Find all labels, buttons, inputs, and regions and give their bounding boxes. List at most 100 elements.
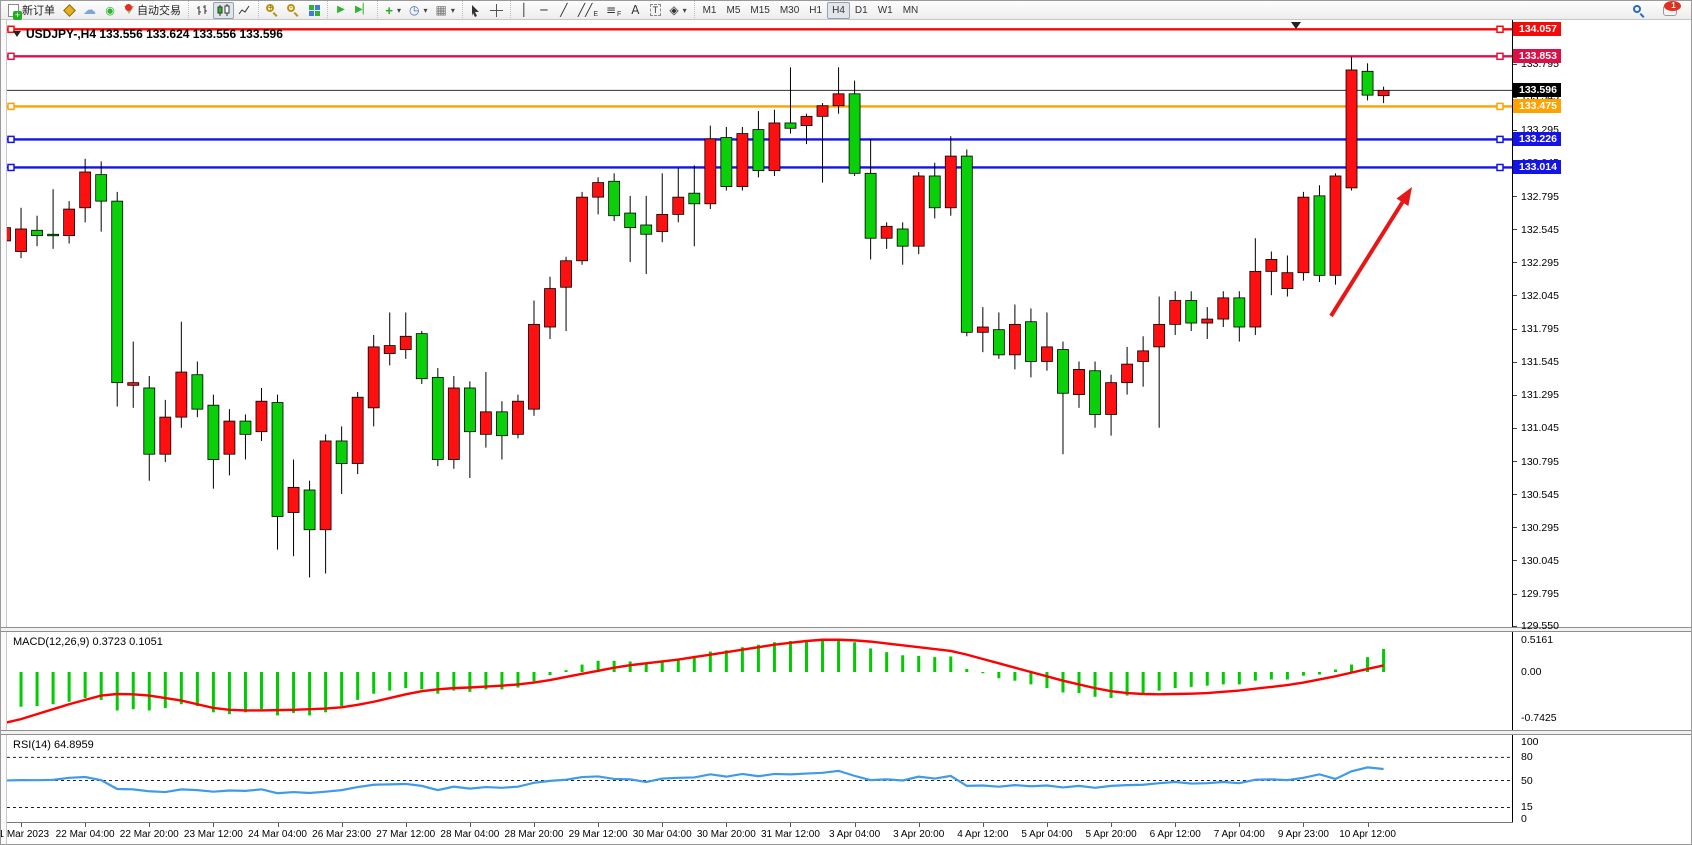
vertical-line-tool[interactable]: │ (520, 3, 528, 17)
time-tick-mark (1111, 823, 1113, 827)
price-tick-mark (1513, 494, 1517, 496)
time-tick-mark (533, 823, 535, 827)
chart-left-border (1, 20, 7, 844)
search-button[interactable] (1628, 2, 1649, 19)
candle-bullish (1249, 270, 1262, 328)
price-tick-mark (1513, 560, 1517, 562)
periods-button[interactable]: ◷ ▾ (405, 2, 432, 19)
time-axis[interactable]: 21 Mar 2023 22 Mar 04:00 22 Mar 20:00 23 Ma… (1, 822, 1513, 844)
price-axis[interactable]: 133.795133.545133.295133.045132.795132.5… (1513, 20, 1691, 844)
arrow-annotation-shaft[interactable] (1329, 201, 1405, 318)
price-tick-label: 131.045 (1521, 422, 1559, 435)
candle-bullish (704, 138, 717, 205)
candle-bearish (463, 387, 476, 433)
price-tick-mark (1513, 196, 1517, 197)
price-tick-mark (1513, 394, 1517, 396)
signals-button[interactable]: ◉ (100, 2, 120, 19)
price-chart-panel[interactable] (7, 20, 1513, 629)
time-tick-mark (149, 823, 151, 827)
rsi-panel[interactable] (7, 735, 1513, 822)
text-label-tool[interactable]: T (645, 2, 665, 19)
arrows-tool[interactable]: ◈ ▾ (669, 3, 687, 17)
line-handle[interactable] (7, 52, 15, 61)
auto-scroll-button[interactable]: ▶ (331, 2, 351, 19)
new-chart-button[interactable] (59, 2, 79, 19)
panel-resizer[interactable] (1, 627, 1691, 632)
line-handle[interactable] (1496, 102, 1504, 111)
timeframe-button-h1[interactable]: H1 (809, 4, 823, 16)
timeframe-button-w1[interactable]: W1 (877, 4, 893, 16)
text-tool[interactable]: A (631, 3, 640, 17)
toolbar-group-charttype (188, 1, 258, 20)
horizontal-line-tool[interactable]: ─ (540, 3, 548, 17)
macd-panel[interactable] (7, 632, 1513, 730)
channel-tool[interactable]: ╱╱ E (577, 3, 598, 18)
line-handle[interactable] (7, 163, 15, 172)
templates-button[interactable]: ▦ ▾ (432, 2, 459, 19)
price-tick-mark (1513, 262, 1517, 264)
trendline-tool[interactable]: ╱ (560, 3, 568, 17)
candle-bearish (1361, 70, 1374, 96)
zoom-out-button[interactable]: - (283, 2, 304, 19)
chevron-down-icon: ▾ (682, 5, 687, 15)
cursor-button[interactable] (466, 2, 486, 19)
line-handle[interactable] (1496, 52, 1504, 61)
candle-bullish (912, 175, 925, 247)
time-tick-mark (598, 823, 600, 827)
line-chart-button[interactable] (234, 2, 255, 19)
price-tick-mark (1513, 295, 1517, 297)
bar-chart-button[interactable] (192, 2, 213, 19)
chart-shift-button[interactable]: ▶▏ (351, 2, 374, 19)
candle-bullish (175, 371, 188, 418)
candle-bullish (592, 182, 605, 198)
auto-trading-button[interactable]: 自动交易 (120, 2, 185, 19)
profiles-button[interactable]: ☁ (79, 2, 100, 19)
line-handle[interactable] (7, 102, 15, 111)
timeframe-button-h4[interactable]: H4 (827, 1, 850, 19)
timeframe-button-m30[interactable]: M30 (779, 4, 800, 16)
line-handle[interactable] (7, 135, 15, 144)
time-tick-mark (790, 823, 792, 827)
new-order-button[interactable]: + 新订单 (4, 2, 59, 20)
line-handle[interactable] (1496, 163, 1504, 172)
candle-bullish (399, 335, 412, 350)
macd-signal-line (7, 638, 1384, 724)
zoom-out-icon: - (287, 3, 300, 17)
line-handle[interactable] (1496, 135, 1504, 144)
signal-icon: ◉ (105, 3, 115, 17)
timeframe-button-d1[interactable]: D1 (854, 4, 868, 16)
collapse-triangle-icon[interactable] (13, 31, 21, 37)
tile-windows-button[interactable] (304, 2, 324, 19)
candle-bearish (608, 180, 621, 217)
toolbar-group-cursor (461, 1, 510, 20)
rsi-tick-label: 50 (1521, 774, 1533, 787)
toolbar-group-trade: + 新订单 ☁ ◉ 自动交易 (1, 1, 188, 20)
timeframe-button-m5[interactable]: M5 (726, 4, 741, 16)
add-indicator-icon: + (385, 2, 393, 18)
fibonacci-tool[interactable]: ≡ F (605, 3, 622, 18)
time-tick-label: 5 Apr 20:00 (1085, 829, 1137, 840)
notifications-button[interactable]: 1 (1659, 1, 1681, 19)
arrow-annotation-head[interactable] (1396, 187, 1413, 206)
price-tick-mark (1513, 527, 1517, 529)
candle-bearish (207, 404, 220, 460)
crosshair-button[interactable] (486, 2, 507, 19)
candlestick-chart-button[interactable] (213, 1, 234, 19)
candle-bullish (544, 288, 556, 328)
chart-shift-icon: ▶▏ (355, 4, 371, 15)
chart-shift-marker-icon[interactable] (1291, 22, 1301, 29)
zoom-in-button[interactable]: + (262, 2, 283, 19)
line-handle[interactable] (7, 25, 15, 34)
timeframe-button-m15[interactable]: M15 (750, 4, 770, 16)
candle-bullish (447, 387, 460, 460)
candle-bearish (143, 387, 156, 455)
timeframe-button-mn[interactable]: MN (902, 4, 919, 16)
panel-resizer[interactable] (1, 730, 1691, 735)
indicators-button[interactable]: + ▾ (381, 2, 405, 19)
auto-trading-label: 自动交易 (137, 5, 181, 17)
candle-bullish (79, 171, 92, 209)
candle-bullish (1105, 382, 1117, 415)
candle-bearish (752, 129, 765, 172)
timeframe-button-m1[interactable]: M1 (702, 4, 717, 16)
line-handle[interactable] (1496, 25, 1504, 34)
